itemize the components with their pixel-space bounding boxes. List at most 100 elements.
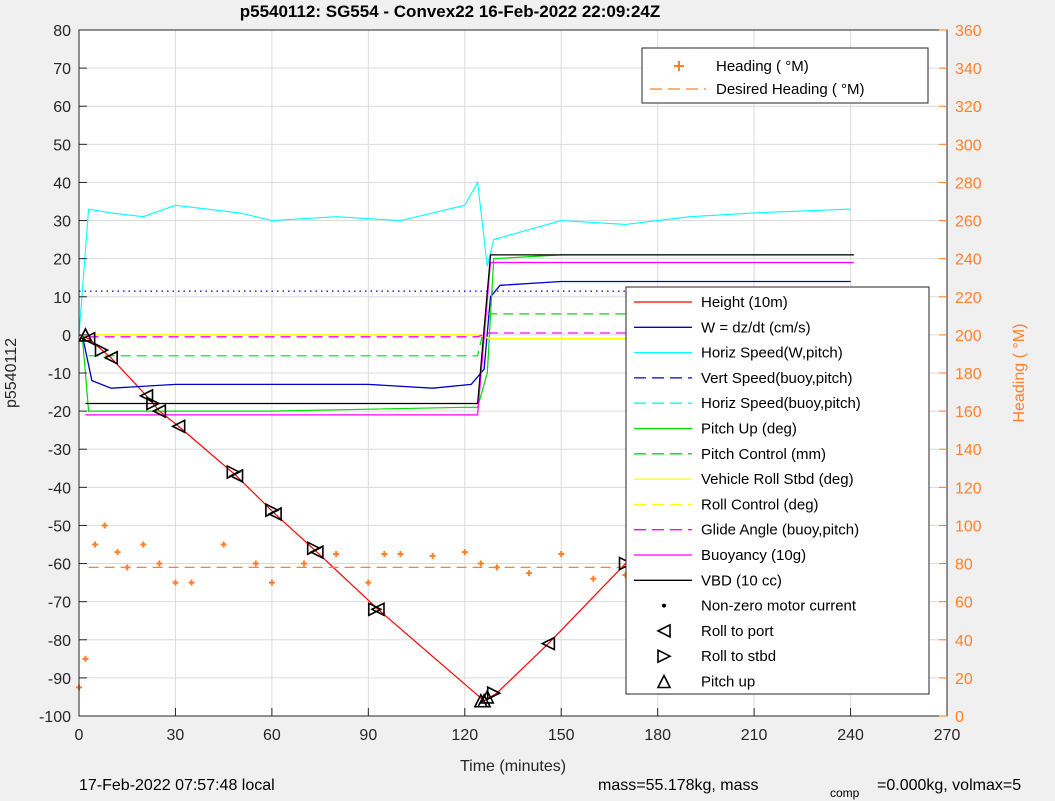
series-buoyancy-10g — [85, 261, 854, 416]
y-tick-label: -90 — [48, 671, 71, 688]
y-tick-label: 40 — [53, 175, 71, 192]
y2-tick-label: 300 — [955, 137, 982, 154]
y-tick-label: -100 — [39, 709, 71, 726]
y2-tick-label: 240 — [955, 252, 982, 269]
heading-point — [429, 552, 436, 559]
series-horiz-speed-w-pitch — [78, 180, 851, 335]
footer-mass: mass=55.178kg, mass — [598, 777, 759, 794]
legend-main: Height (10m) W = dz/dt (cm/s) Horiz Speed(… — [625, 286, 930, 695]
legend-item-label: Vehicle Roll Stbd (deg) — [701, 471, 854, 488]
legend-item-label: Non-zero motor current — [701, 598, 857, 615]
heading-point — [301, 560, 308, 567]
legend-swatch-triangle — [657, 648, 672, 664]
y-tick-label: 10 — [53, 290, 71, 307]
legend-item-label: Roll to stbd — [701, 648, 776, 665]
marker-roll-to-stbd — [306, 541, 322, 556]
marker-roll-to-stbd — [226, 464, 242, 480]
heading-point — [188, 579, 195, 586]
x-tick-label: 120 — [451, 727, 478, 744]
legend-heading-swatch — [674, 61, 684, 71]
marker-roll-to-port — [370, 601, 385, 617]
y-tick-label: -10 — [48, 366, 71, 383]
heading-point — [101, 522, 108, 529]
heading-point — [590, 575, 597, 582]
legend-heading-box — [641, 47, 929, 104]
marker-roll-to-stbd — [146, 396, 161, 411]
heading-point — [114, 549, 121, 556]
heading-point — [156, 560, 163, 567]
heading-point — [381, 551, 388, 558]
y-tick-label: -80 — [48, 633, 71, 650]
legend-item-label: Roll Control (deg) — [701, 496, 819, 513]
y2-tick-label: 40 — [955, 633, 973, 650]
marker-pitch-up — [479, 689, 495, 704]
x-tick-label: 150 — [548, 727, 575, 744]
y2-tick-label: 160 — [955, 404, 982, 421]
legend-main-box — [625, 286, 930, 695]
x-tick-label: 270 — [934, 727, 961, 744]
x-tick-label: 60 — [263, 727, 281, 744]
y2-tick-label: 100 — [955, 518, 982, 535]
marker-pitch-up — [476, 692, 492, 708]
y2-tick-label: 20 — [955, 671, 973, 688]
legend-heading: Heading ( °M) Desired Heading ( °M) — [641, 47, 929, 104]
y-tick-label: -50 — [48, 518, 71, 535]
heading-point — [140, 541, 147, 548]
heading-point — [397, 551, 404, 558]
y2-axis-label: Heading ( °M) — [1011, 324, 1028, 423]
y2-tick-label: 260 — [955, 214, 982, 231]
heading-point — [82, 655, 89, 662]
heading-point — [220, 541, 227, 548]
y-tick-label: -60 — [48, 557, 71, 574]
legend-item-label: Horiz Speed(W,pitch) — [701, 345, 843, 362]
legend-item-label: Pitch up — [701, 674, 755, 691]
heading-point — [252, 560, 259, 567]
y-tick-label: -30 — [48, 442, 71, 459]
legend-item-label: Height (10m) — [701, 294, 788, 311]
heading-point — [558, 551, 565, 558]
legend-item-label: Pitch Up (deg) — [701, 421, 797, 438]
marker-roll-to-stbd — [367, 601, 383, 617]
y2-tick-label: 60 — [955, 595, 973, 612]
x-tick-label: 0 — [75, 727, 84, 744]
legend-swatch-triangle — [656, 673, 672, 689]
heading-point — [526, 570, 533, 577]
legend-item-label: Glide Angle (buoy,pitch) — [701, 522, 859, 539]
marker-roll-to-port — [151, 403, 167, 419]
legend-item-label: Buoyancy (10g) — [701, 547, 806, 564]
x-tick-label: 240 — [837, 727, 864, 744]
heading-point — [365, 579, 372, 586]
y-tick-label: 30 — [53, 214, 71, 231]
heading-point — [461, 549, 468, 556]
heading-point — [333, 551, 340, 558]
y2-tick-label: 0 — [955, 709, 964, 726]
legend-item-label: Roll to port — [701, 623, 774, 640]
heading-point — [268, 579, 275, 586]
y-tick-label: -40 — [48, 480, 71, 497]
y2-tick-label: 280 — [955, 175, 982, 192]
y2-tick-label: 200 — [955, 328, 982, 345]
heading-point — [92, 541, 99, 548]
legend-swatch-triangle — [656, 623, 671, 639]
footer-volmax: =0.000kg, volmax=5 — [877, 777, 1021, 794]
y2-tick-label: 140 — [955, 442, 982, 459]
chart-title: p5540112: SG554 - Convex22 16-Feb-2022 2… — [240, 2, 661, 21]
heading-point — [172, 579, 179, 586]
marker-roll-to-port — [170, 419, 186, 434]
legend-item-label: Vert Speed(buoy,pitch) — [701, 370, 852, 387]
y-tick-label: 60 — [53, 99, 71, 116]
legend-swatch-dot — [662, 603, 666, 608]
legend-item-label: Horiz Speed(buoy,pitch) — [701, 395, 861, 412]
x-tick-label: 180 — [644, 727, 671, 744]
y2-tick-label: 220 — [955, 290, 982, 307]
x-tick-label: 210 — [741, 727, 768, 744]
y2-tick-label: 180 — [955, 366, 982, 383]
y2-tick-label: 80 — [955, 557, 973, 574]
legend-item-label: VBD (10 cc) — [701, 572, 782, 589]
y-tick-label: -20 — [48, 404, 71, 421]
y-tick-label: 0 — [62, 328, 71, 345]
y-tick-label: 50 — [53, 137, 71, 154]
y2-tick-label: 340 — [955, 61, 982, 78]
